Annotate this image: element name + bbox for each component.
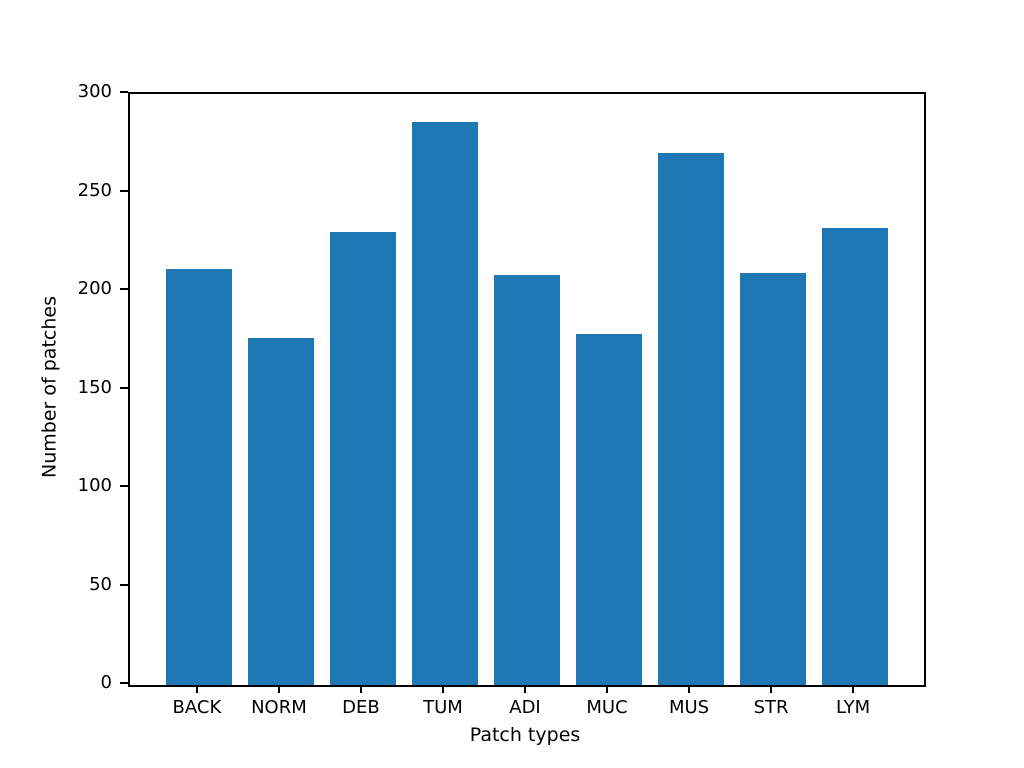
y-tick-mark [120,682,128,684]
bar-tum [412,121,478,685]
x-axis-label: Patch types [469,724,581,746]
x-tick-mark [852,685,855,693]
bar-norm [248,338,314,685]
y-tick-label: 250 [77,179,112,201]
y-tick-label: 0 [100,672,112,693]
y-tick-mark [120,386,128,389]
x-tick-mark [359,685,362,693]
y-tick-label: 100 [77,475,112,496]
x-tick-label: NORM [251,697,307,718]
x-tick-label: TUM [423,697,463,718]
y-tick-mark [120,288,128,290]
x-tick-label: ADI [509,697,541,718]
x-tick-mark [770,685,773,693]
x-tick-label: MUS [668,697,710,718]
y-tick-mark [120,485,128,487]
y-tick-mark [120,189,128,192]
bar-str [740,273,806,685]
y-tick-mark [120,91,128,93]
bar-lym [822,227,888,685]
x-tick-label: BACK [172,697,222,718]
bar-muc [576,334,642,685]
bar-back [166,269,232,685]
bar-adi [494,275,560,685]
y-tick-label: 150 [77,376,112,398]
x-tick-mark [441,685,444,693]
plot-area [128,92,926,687]
x-tick-label: MUC [586,697,628,718]
x-tick-mark [606,685,609,693]
x-tick-label: DEB [342,697,380,718]
x-tick-mark [524,685,526,693]
y-tick-label: 50 [89,573,112,595]
bar-deb [330,231,396,685]
x-tick-label: STR [753,697,789,718]
x-tick-label: LYM [836,697,871,718]
y-axis-label: Number of patches [38,296,61,478]
x-tick-mark [277,685,280,693]
x-tick-mark [688,685,691,693]
x-tick-mark [195,685,198,693]
bar-mus [658,153,724,685]
y-tick-mark [120,583,128,586]
y-tick-label: 200 [77,278,112,299]
y-tick-label: 300 [77,81,112,102]
